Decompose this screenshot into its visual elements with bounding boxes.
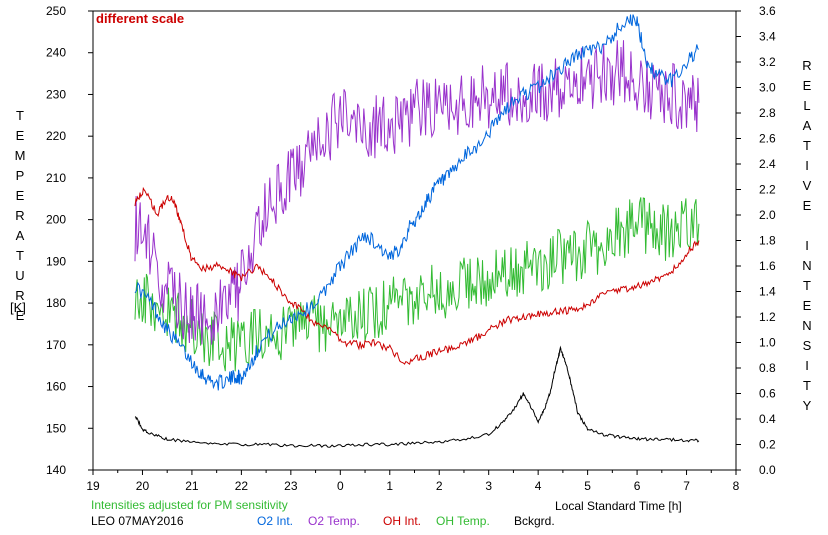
right-tick-label: 2.6 <box>759 132 776 146</box>
x-tick-label: 7 <box>683 479 690 493</box>
axis-title-letter: I <box>805 238 809 253</box>
axis-title-letter <box>799 216 815 236</box>
x-tick-label: 21 <box>185 479 199 493</box>
axis-title-letter: I <box>805 358 809 373</box>
right-tick-label: 0.6 <box>759 387 776 401</box>
right-tick-label: 1.2 <box>759 310 776 324</box>
axis-title-letter: P <box>15 168 25 183</box>
axis-title-letter: N <box>802 258 812 273</box>
right-tick-label: 2.8 <box>759 106 776 120</box>
right-tick-label: 2.2 <box>759 183 776 197</box>
x-tick-label: 2 <box>436 479 443 493</box>
left-tick-label: 160 <box>46 380 66 394</box>
right-tick-label: 1.0 <box>759 336 776 350</box>
x-tick-label: 1 <box>386 479 393 493</box>
axis-title-letter: L <box>803 98 811 113</box>
axis-title-letter: E <box>802 298 812 313</box>
axis-title-letter: E <box>15 128 25 143</box>
right-tick-label: 0.2 <box>759 438 776 452</box>
series-line-oh-temp <box>134 197 700 372</box>
x-tick-label: 0 <box>337 479 344 493</box>
left-tick-label: 200 <box>46 213 66 227</box>
right-tick-label: 3.2 <box>759 55 776 69</box>
left-tick-label: 240 <box>46 46 66 60</box>
axis-title-letter: T <box>803 378 811 393</box>
axis-title-letter: I <box>805 158 809 173</box>
axis-title-letter: A <box>15 228 25 243</box>
left-tick-label: 220 <box>46 129 66 143</box>
axis-title-letter: V <box>802 178 812 193</box>
right-tick-label: 0.4 <box>759 412 776 426</box>
axis-title-letter: E <box>15 308 25 323</box>
axis-title-letter: Y <box>802 398 812 413</box>
axis-title-letter: R <box>802 58 812 73</box>
x-tick-label: 20 <box>136 479 150 493</box>
chart-annotation: different scale <box>96 11 185 26</box>
right-tick-label: 1.4 <box>759 285 776 299</box>
legend-oh-int: OH Int. <box>383 514 422 528</box>
right-tick-label: 0.0 <box>759 463 776 477</box>
right-tick-label: 3.4 <box>759 30 776 44</box>
right-tick-label: 2.0 <box>759 208 776 222</box>
right-tick-label: 2.4 <box>759 157 776 171</box>
x-tick-label: 5 <box>584 479 591 493</box>
x-tick-label: 22 <box>235 479 249 493</box>
right-tick-label: 1.8 <box>759 234 776 248</box>
legend-oh-temp: OH Temp. <box>436 514 490 528</box>
x-tick-label: 23 <box>284 479 298 493</box>
x-axis-label: Local Standard Time [h] <box>555 499 682 513</box>
right-tick-label: 3.6 <box>759 4 776 18</box>
left-tick-label: 190 <box>46 254 66 268</box>
axis-title-letter: E <box>15 188 25 203</box>
series-line-oh-int <box>134 186 700 365</box>
left-tick-label: 210 <box>46 171 66 185</box>
axis-title-letter: E <box>802 78 812 93</box>
left-tick-label: 250 <box>46 4 66 18</box>
right-tick-label: 0.8 <box>759 361 776 375</box>
chart-axes: 19 20 21 22 23 0 1 2 3 4 5 6 7 8140150160170180190200… <box>46 4 776 493</box>
series-line-o2-int <box>134 14 700 391</box>
right-tick-label: 3.0 <box>759 81 776 95</box>
axis-title-letter: U <box>15 268 25 283</box>
left-tick-label: 140 <box>46 463 66 477</box>
left-tick-label: 180 <box>46 296 66 310</box>
axis-title-letter: T <box>803 138 811 153</box>
axis-title-letter: S <box>802 338 812 353</box>
axis-title-letter: T <box>16 248 24 263</box>
right-tick-label: 1.6 <box>759 259 776 273</box>
left-tick-label: 170 <box>46 338 66 352</box>
legend-o2-int: O2 Int. <box>257 514 294 528</box>
x-tick-label: 19 <box>86 479 100 493</box>
axis-title-letter: A <box>802 118 812 133</box>
chart-series-layer <box>134 14 700 448</box>
left-tick-label: 150 <box>46 421 66 435</box>
series-line-o2-temp <box>134 40 700 345</box>
axis-title-letter: E <box>802 198 812 213</box>
series-line-bckgrd <box>134 345 700 448</box>
pm-sensitivity-note: Intensities adjusted for PM sensitivity <box>91 498 288 512</box>
x-tick-label: 4 <box>535 479 542 493</box>
axis-title-letter: R <box>15 288 25 303</box>
x-tick-label: 3 <box>485 479 492 493</box>
legend-bckgrd: Bckgrd. <box>514 514 555 528</box>
axis-title-letter: N <box>802 318 812 333</box>
axis-title-letter: M <box>14 148 26 163</box>
station-date-label: LEO 07MAY2016 <box>91 514 184 528</box>
axis-title-letter: R <box>15 208 25 223</box>
axis-title-letter: T <box>16 108 24 123</box>
legend-o2-temp: O2 Temp. <box>308 514 360 528</box>
left-axis-unit: [K] <box>10 300 26 315</box>
left-tick-label: 230 <box>46 87 66 101</box>
x-tick-label: 8 <box>733 479 740 493</box>
axis-title-letter: T <box>803 278 811 293</box>
x-tick-label: 6 <box>634 479 641 493</box>
